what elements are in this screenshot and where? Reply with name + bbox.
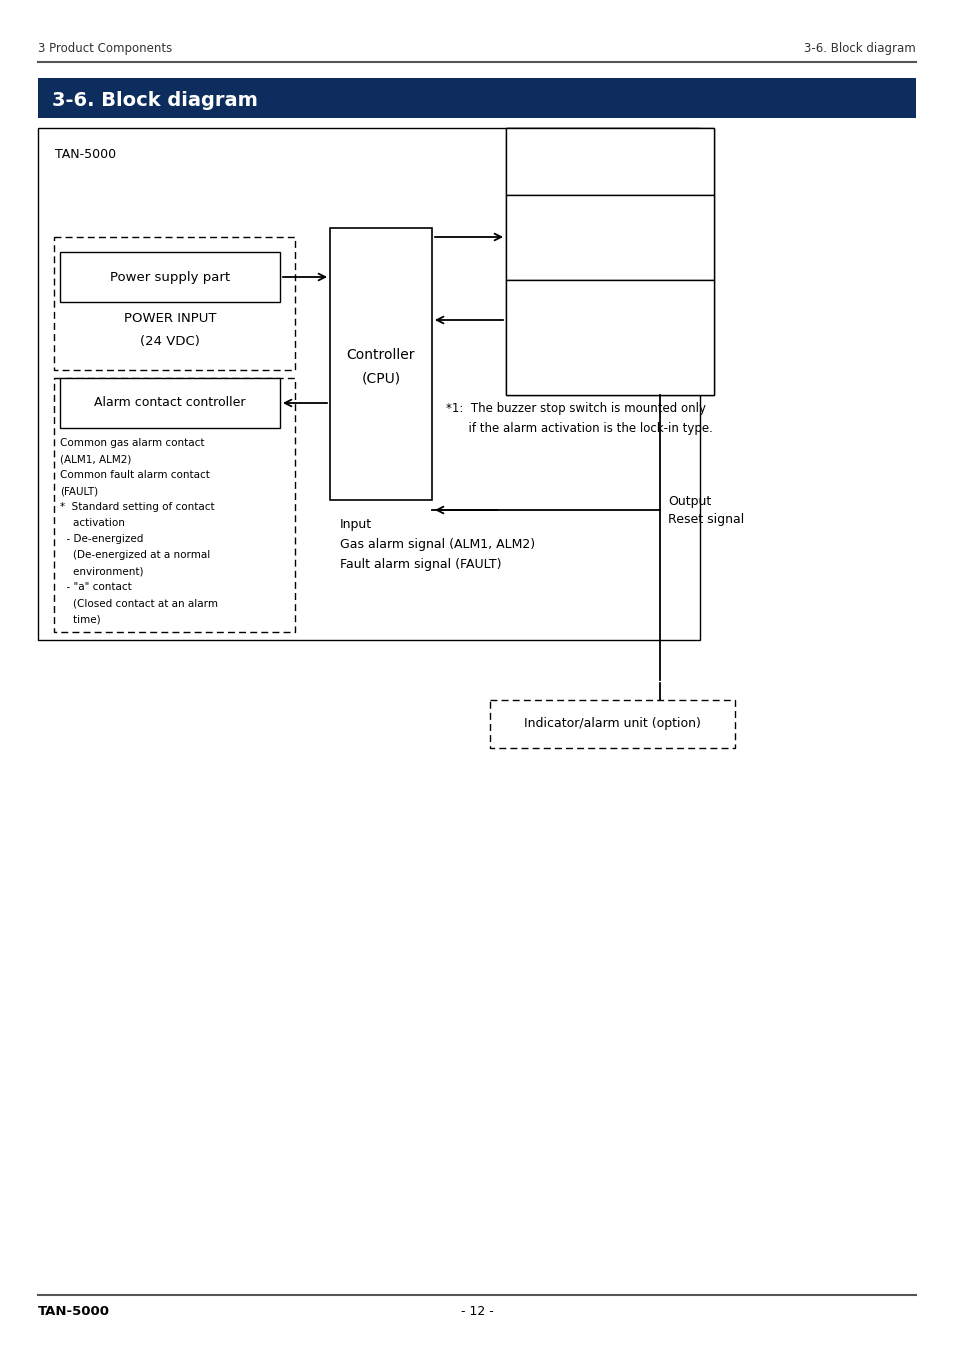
Bar: [505, 128, 713, 394]
Text: (POWER)   (FAULT): (POWER) (FAULT): [552, 242, 666, 254]
Text: Input: Input: [339, 517, 372, 531]
Text: Gas alarm signal (ALM1, ALM2): Gas alarm signal (ALM1, ALM2): [339, 538, 535, 551]
Text: (CPU): (CPU): [361, 372, 400, 385]
Text: (De-energized at a normal: (De-energized at a normal: [60, 550, 210, 561]
Text: 3-6. Block diagram: 3-6. Block diagram: [803, 42, 915, 55]
Text: Buzzer: Buzzer: [587, 155, 632, 169]
Text: (Closed contact at an alarm: (Closed contact at an alarm: [60, 598, 218, 608]
Bar: [60, 253, 280, 303]
Text: *  Standard setting of contact: * Standard setting of contact: [60, 503, 214, 512]
Text: *1:  The buzzer stop switch is mounted only: *1: The buzzer stop switch is mounted on…: [446, 403, 705, 415]
Bar: [60, 378, 280, 428]
Bar: [490, 700, 734, 748]
Text: Display: Display: [585, 213, 634, 227]
Text: (FAULT): (FAULT): [60, 486, 98, 496]
Text: time): time): [60, 613, 100, 624]
Text: Controller: Controller: [346, 349, 415, 362]
Text: Alarm contact controller: Alarm contact controller: [94, 396, 246, 409]
Text: Power supply part: Power supply part: [110, 270, 230, 284]
Text: (24 VDC): (24 VDC): [140, 335, 200, 349]
Text: Common fault alarm contact: Common fault alarm contact: [60, 470, 210, 480]
Bar: [54, 236, 294, 370]
Text: 3-6. Block diagram: 3-6. Block diagram: [52, 91, 257, 109]
Text: 3 Product Components: 3 Product Components: [38, 42, 172, 55]
Bar: [38, 78, 915, 118]
Text: (RESET)   (BUZZER STOP)   *1: (RESET) (BUZZER STOP) *1: [522, 331, 697, 343]
Text: TAN-5000: TAN-5000: [55, 149, 116, 161]
Text: Indicator/alarm unit (option): Indicator/alarm unit (option): [523, 717, 700, 731]
Text: - 12 -: - 12 -: [460, 1305, 493, 1319]
Text: Operating unit: Operating unit: [561, 300, 658, 313]
Text: Output: Output: [667, 494, 711, 508]
Text: POWER INPUT: POWER INPUT: [124, 312, 216, 324]
Text: - "a" contact: - "a" contact: [60, 582, 132, 592]
Text: environment): environment): [60, 566, 143, 576]
Text: (ALM1, ALM2): (ALM1, ALM2): [60, 454, 132, 463]
Bar: [54, 378, 294, 632]
Bar: [505, 195, 713, 280]
Text: if the alarm activation is the lock-in type.: if the alarm activation is the lock-in t…: [446, 422, 712, 435]
Bar: [330, 228, 432, 500]
Bar: [505, 280, 713, 394]
Text: Fault alarm signal (FAULT): Fault alarm signal (FAULT): [339, 558, 501, 571]
Text: Reset signal: Reset signal: [667, 513, 743, 526]
Bar: [38, 128, 700, 640]
Text: - De-energized: - De-energized: [60, 534, 143, 544]
Bar: [505, 128, 713, 195]
Text: TAN-5000: TAN-5000: [38, 1305, 110, 1319]
Text: activation: activation: [60, 517, 125, 528]
Text: Common gas alarm contact: Common gas alarm contact: [60, 438, 204, 449]
